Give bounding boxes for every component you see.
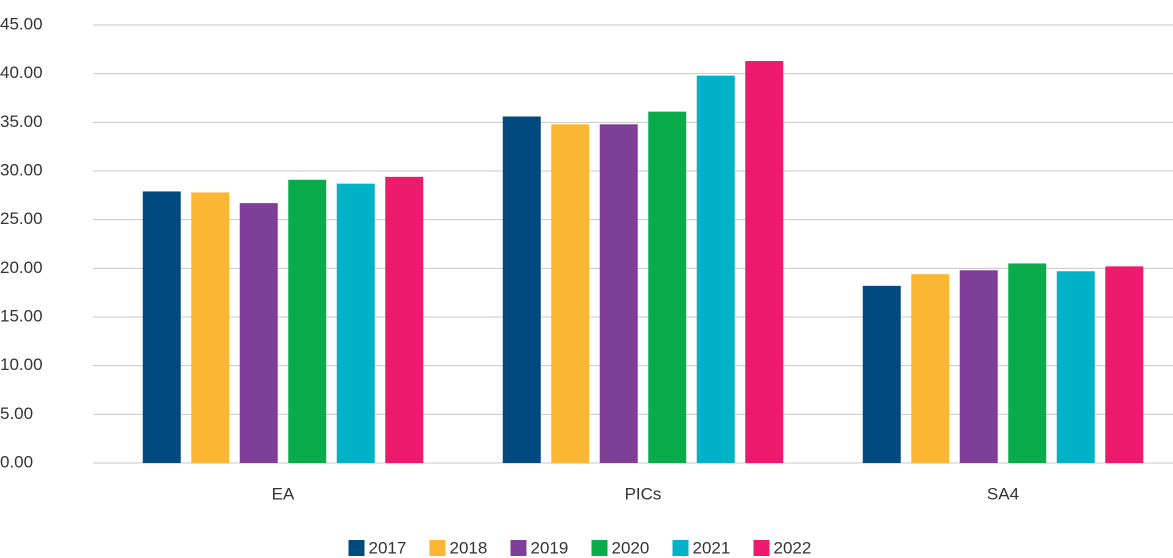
legend-label: 2018 [450, 538, 488, 557]
y-tick-label: 30.00 [0, 160, 43, 179]
bar [502, 116, 541, 463]
bar [239, 203, 278, 463]
legend-label: 2022 [774, 538, 812, 557]
x-tick-label: SA4 [987, 484, 1019, 503]
y-tick-label: 10.00 [0, 355, 43, 374]
bar [911, 274, 950, 463]
x-tick-label: PICs [625, 484, 662, 503]
bar [1105, 266, 1144, 463]
legend-label: 2019 [531, 538, 569, 557]
bar [696, 75, 735, 463]
bar [1008, 263, 1047, 463]
bar [648, 111, 687, 464]
y-tick-label: 20.00 [0, 258, 43, 277]
legend-swatch [348, 540, 365, 556]
bar [599, 124, 638, 463]
y-tick-label: 5.00 [0, 404, 33, 423]
y-tick-label: 15.00 [0, 306, 43, 325]
legend-swatch [591, 540, 608, 556]
legend-swatch [672, 540, 689, 556]
legend-label: 2021 [693, 538, 731, 557]
y-tick-label: 0.00 [0, 452, 33, 471]
legend-label: 2020 [612, 538, 650, 557]
bar [862, 285, 901, 463]
bar [142, 191, 181, 463]
bar [385, 176, 424, 463]
y-tick-label: 45.00 [0, 14, 43, 33]
x-tick-label: EA [272, 484, 295, 503]
bar [191, 192, 230, 463]
bar [288, 179, 327, 463]
legend-swatch [510, 540, 527, 556]
y-tick-label: 35.00 [0, 112, 43, 131]
y-tick-label: 40.00 [0, 63, 43, 82]
legend-swatch [429, 540, 446, 556]
legend-swatch [753, 540, 770, 556]
legend-label: 2017 [369, 538, 407, 557]
bar [336, 183, 375, 464]
bar [1056, 271, 1095, 463]
bar [959, 270, 998, 463]
bar [745, 61, 784, 463]
y-tick-label: 25.00 [0, 209, 43, 228]
bar [551, 124, 590, 463]
